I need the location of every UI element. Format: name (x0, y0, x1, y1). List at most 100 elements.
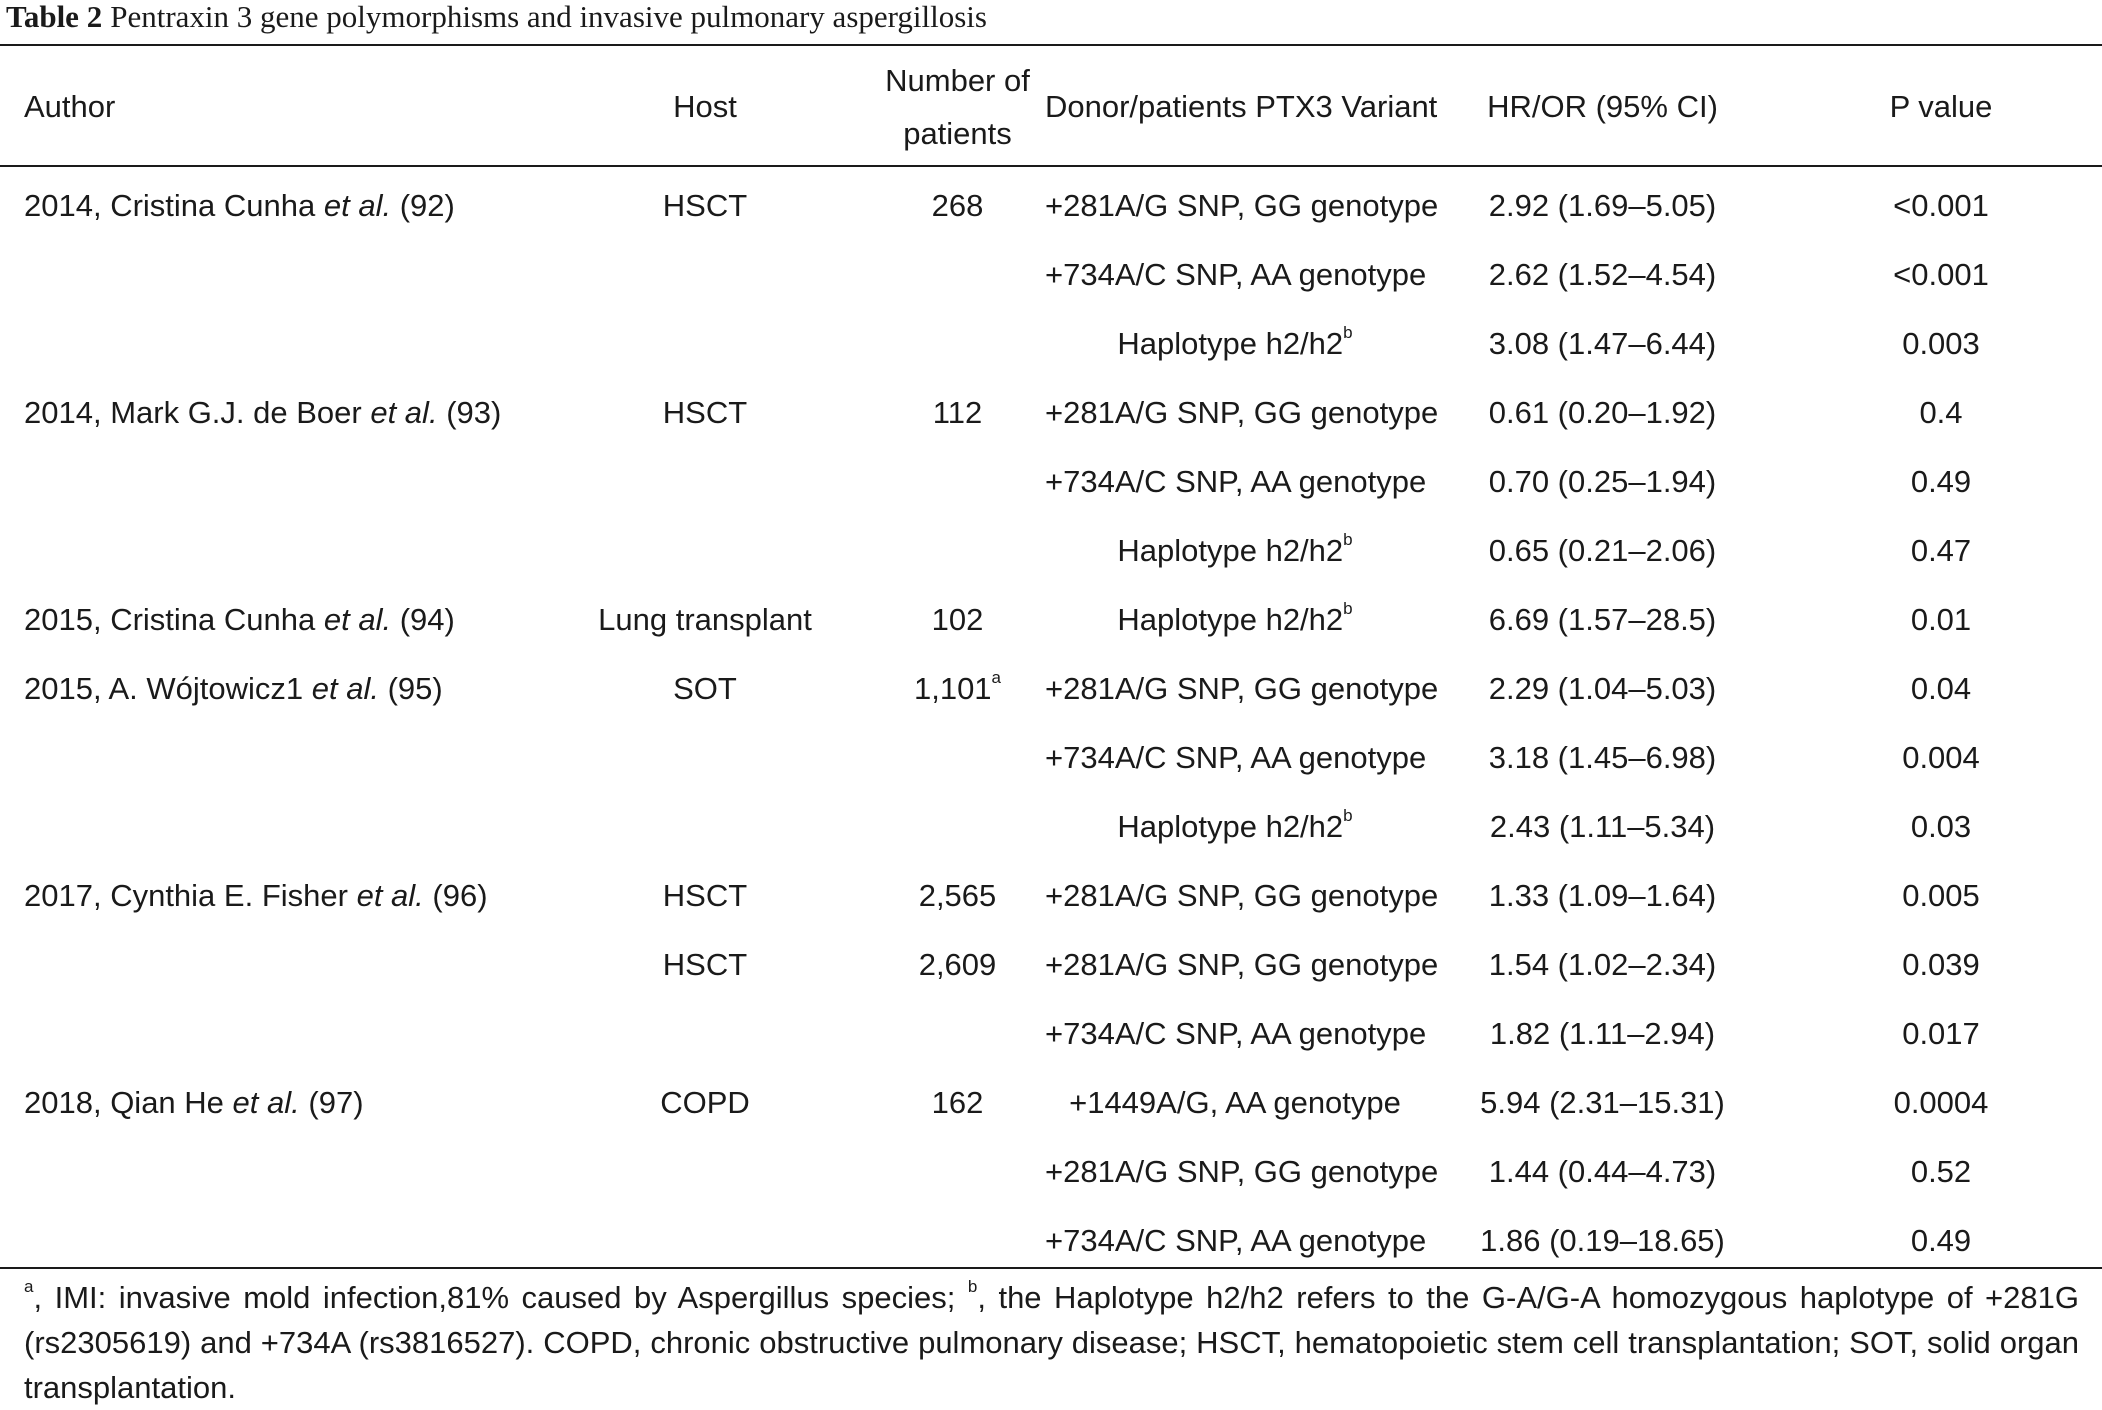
author-ref: (94) (399, 601, 455, 637)
cell-ratio: 1.86 (0.19–18.65) (1480, 1222, 1725, 1258)
footnote-text-b: , the Haplotype h2/h2 refers to the G-A/… (24, 1280, 2079, 1405)
cell-host: HSCT (662, 187, 748, 223)
cell-variant: +281A/G SNP, GG genotype (1045, 654, 1438, 723)
table-row: Haplotype h2/h2b 2.43 (1.11–5.34) 0.03 (0, 792, 2102, 861)
cell-author: 2014, Cristina Cunha et al. (92) (0, 166, 540, 240)
cell-host: HSCT (662, 946, 748, 982)
variant-value: +734A/C SNP, AA genotype (1045, 1222, 1427, 1258)
cell-host: Lung transplant (598, 601, 812, 637)
cell-pvalue: 0.017 (1902, 1015, 1980, 1051)
cell-ratio: 1.82 (1.11–2.94) (1489, 1015, 1716, 1051)
cell-variant: Haplotype h2/h2b (1045, 516, 1425, 585)
cell-patients: 268 (870, 166, 1045, 240)
author-ref: (97) (308, 1084, 364, 1120)
cell-patients: 1,101a (870, 654, 1045, 723)
cell-author: 2015, A. Wójtowicz1 et al. (95) (0, 654, 540, 723)
author-etal: et al. (356, 877, 424, 913)
patients-value: 1,101 (913, 670, 992, 706)
author-ref: (92) (399, 187, 455, 223)
patients-footnote-marker: a (991, 667, 1002, 687)
cell-ratio: 1.44 (0.44–4.73) (1488, 1153, 1717, 1189)
cell-ratio: 2.29 (1.04–5.03) (1488, 670, 1717, 706)
cell-pvalue: 0.004 (1902, 739, 1980, 775)
cell-pvalue: 0.52 (1910, 1153, 1972, 1189)
author-name: 2017, Cynthia E. Fisher (24, 877, 348, 913)
author-ref: (95) (387, 670, 443, 706)
top-rule (0, 44, 2102, 46)
variant-value: Haplotype h2/h2 (1117, 532, 1344, 568)
cell-author: 2017, Cynthia E. Fisher et al. (96) (0, 861, 540, 930)
table-row: 2018, Qian He et al. (97) COPD 162 +1449A/G… (0, 1068, 2102, 1137)
col-header-patients-line2: patients (903, 115, 1012, 151)
cell-author: 2014, Mark G.J. de Boer et al. (93) (0, 378, 540, 447)
cell-host (540, 1206, 870, 1275)
author-etal: et al. (311, 670, 379, 706)
cell-patients (870, 447, 1045, 516)
cell-host: SOT (673, 670, 737, 706)
cell-pvalue: 0.49 (1910, 1222, 1972, 1258)
author-ref: (96) (432, 877, 488, 913)
table-caption: Table 2 Pentraxin 3 gene polymorphisms an… (6, 0, 987, 40)
author-etal: et al. (323, 187, 392, 223)
variant-value: +281A/G SNP, GG genotype (1045, 394, 1439, 430)
table-row: +734A/C SNP, AA genotype 1.86 (0.19–18.65… (0, 1206, 2102, 1275)
cell-author (0, 240, 540, 309)
col-header-host: Host (540, 48, 870, 167)
cell-pvalue: 0.04 (1910, 670, 1972, 706)
cell-patients: 112 (870, 378, 1045, 447)
cell-host (540, 309, 870, 378)
cell-variant: +281A/G SNP, GG genotype (1045, 930, 1438, 999)
cell-host: COPD (660, 1084, 750, 1120)
cell-ratio: 0.70 (0.25–1.94) (1488, 463, 1717, 499)
patients-value: 2,565 (918, 877, 997, 913)
table-row: Haplotype h2/h2b 0.65 (0.21–2.06) 0.47 (0, 516, 2102, 585)
cell-ratio: 1.33 (1.09–1.64) (1488, 877, 1717, 913)
cell-pvalue: 0.4 (1919, 394, 1963, 430)
patients-value: 112 (932, 394, 983, 430)
table-title: Pentraxin 3 gene polymorphisms and invas… (110, 0, 987, 34)
cell-author (0, 792, 540, 861)
cell-host (540, 447, 870, 516)
cell-author (0, 516, 540, 585)
variant-value: Haplotype h2/h2 (1117, 601, 1344, 637)
variant-value: +734A/C SNP, AA genotype (1045, 256, 1427, 292)
cell-author (0, 999, 540, 1068)
cell-ratio: 2.92 (1.69–5.05) (1488, 187, 1717, 223)
bottom-rule (0, 1267, 2102, 1269)
patients-value: 268 (931, 187, 984, 223)
variant-value: +734A/C SNP, AA genotype (1045, 739, 1427, 775)
author-etal: et al. (370, 394, 438, 430)
cell-pvalue: 0.005 (1902, 877, 1980, 913)
table-body: 2014, Cristina Cunha et al. (92) HSCT 268 +… (0, 166, 2102, 1275)
cell-pvalue: 0.003 (1902, 325, 1980, 361)
cell-variant: +1449A/G, AA genotype (1045, 1068, 1425, 1137)
cell-patients: 162 (870, 1068, 1045, 1137)
col-header-patients-line1: Number of (885, 62, 1030, 98)
col-header-ratio: HR/OR (95% CI) (1425, 48, 1780, 167)
cell-patients (870, 516, 1045, 585)
table-row: Haplotype h2/h2b 3.08 (1.47–6.44) 0.003 (0, 309, 2102, 378)
cell-variant: Haplotype h2/h2b (1045, 585, 1425, 654)
cell-variant: +734A/C SNP, AA genotype (1045, 1206, 1427, 1275)
col-header-patients: Number of patients (870, 48, 1045, 167)
variant-value: +1449A/G, AA genotype (1069, 1084, 1401, 1120)
cell-ratio: 6.69 (1.57–28.5) (1488, 601, 1717, 637)
cell-patients (870, 1206, 1045, 1275)
cell-variant: Haplotype h2/h2b (1045, 309, 1425, 378)
cell-host (540, 999, 870, 1068)
cell-host (540, 516, 870, 585)
cell-ratio: 0.61 (0.20–1.92) (1488, 394, 1717, 430)
cell-pvalue: <0.001 (1893, 187, 1989, 223)
cell-ratio: 5.94 (2.31–15.31) (1480, 1084, 1725, 1120)
table-label: Table 2 (6, 0, 103, 34)
table-row: +281A/G SNP, GG genotype 1.44 (0.44–4.73)… (0, 1137, 2102, 1206)
cell-ratio: 3.08 (1.47–6.44) (1488, 325, 1717, 361)
cell-patients (870, 792, 1045, 861)
cell-patients (870, 999, 1045, 1068)
variant-value: +734A/C SNP, AA genotype (1045, 1015, 1427, 1051)
cell-patients (870, 723, 1045, 792)
cell-ratio: 2.62 (1.52–4.54) (1488, 256, 1717, 292)
footnote-text-a: , IMI: invasive mold infection,81% cause… (33, 1280, 968, 1315)
author-name: 2015, A. Wójtowicz1 (24, 670, 304, 706)
col-header-author: Author (0, 48, 540, 167)
